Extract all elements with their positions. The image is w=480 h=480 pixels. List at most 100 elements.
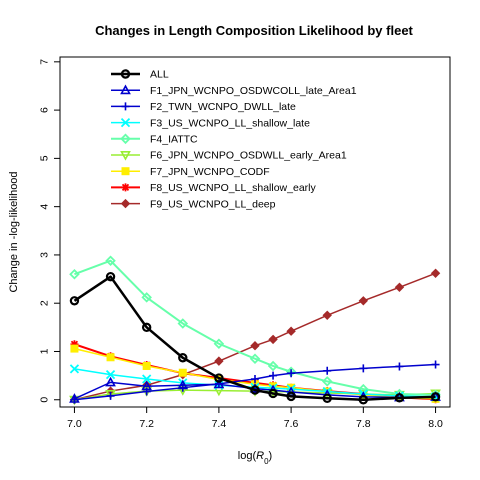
marker-shape bbox=[120, 198, 131, 209]
data-point bbox=[141, 292, 152, 303]
data-point bbox=[269, 371, 278, 380]
data-point bbox=[214, 373, 224, 383]
y-axis-label: Change in -log-likelihood bbox=[8, 171, 20, 292]
marker-shape bbox=[249, 353, 261, 364]
legend-marker bbox=[121, 167, 130, 176]
y-tick-label: 1 bbox=[39, 348, 51, 354]
data-point bbox=[322, 310, 332, 320]
series-line bbox=[74, 363, 436, 401]
data-point bbox=[286, 326, 296, 336]
marker-shape bbox=[121, 167, 130, 176]
x-tick-label: 8.0 bbox=[428, 418, 443, 430]
data-point bbox=[268, 388, 278, 399]
data-point bbox=[431, 360, 440, 369]
marker-shape bbox=[69, 364, 80, 374]
marker-shape bbox=[106, 353, 115, 362]
data-point bbox=[267, 360, 279, 372]
marker-shape bbox=[323, 366, 332, 375]
data-point bbox=[105, 271, 116, 282]
data-point bbox=[359, 364, 368, 373]
marker-shape bbox=[141, 380, 153, 391]
series-line bbox=[74, 347, 436, 400]
marker-shape bbox=[268, 388, 278, 399]
marker-shape bbox=[287, 369, 296, 378]
marker-shape bbox=[213, 378, 225, 389]
data-point bbox=[141, 380, 153, 391]
legend-item: F4_IATTC bbox=[111, 133, 198, 145]
data-point bbox=[105, 255, 116, 266]
legend-item: F9_US_WCNPO_LL_deep bbox=[111, 198, 276, 210]
legend-item: F3_US_WCNPO_LL_shallow_late bbox=[111, 117, 310, 129]
data-point bbox=[394, 393, 405, 403]
data-point bbox=[251, 375, 259, 383]
legend-label: F1_JPN_WCNPO_OSDWCOLL_late_Area1 bbox=[150, 85, 357, 97]
series-4 bbox=[69, 255, 441, 401]
plot-series bbox=[69, 255, 441, 406]
marker-shape bbox=[142, 361, 151, 370]
marker-shape bbox=[214, 356, 224, 366]
legend-marker bbox=[120, 133, 131, 145]
data-point bbox=[213, 378, 225, 389]
marker-shape bbox=[177, 318, 189, 329]
legend-item: F2_TWN_WCNPO_DWLL_late bbox=[111, 101, 296, 113]
legend-item: ALL bbox=[111, 69, 169, 81]
data-point bbox=[70, 340, 79, 349]
legend-item: F7_JPN_WCNPO_CODF bbox=[111, 166, 270, 178]
data-point bbox=[250, 385, 260, 395]
data-point bbox=[178, 353, 188, 363]
marker-shape bbox=[268, 334, 278, 345]
data-point bbox=[394, 282, 405, 292]
marker-shape bbox=[286, 391, 296, 402]
data-point bbox=[106, 353, 115, 362]
marker-shape bbox=[105, 376, 116, 387]
marker-shape bbox=[106, 391, 115, 400]
marker-shape bbox=[430, 268, 441, 278]
marker-shape bbox=[286, 326, 296, 336]
series-line bbox=[74, 381, 436, 400]
data-point bbox=[177, 318, 189, 329]
y-tick-label: 4 bbox=[39, 204, 51, 210]
marker-shape bbox=[105, 255, 116, 266]
marker-shape bbox=[358, 296, 369, 306]
legend-marker bbox=[121, 183, 130, 192]
data-point bbox=[322, 393, 332, 404]
data-point bbox=[105, 389, 116, 400]
marker-shape bbox=[430, 392, 441, 402]
y-tick-label: 0 bbox=[39, 397, 51, 403]
data-point bbox=[69, 393, 80, 403]
data-point bbox=[105, 370, 116, 380]
x-tick-label: 7.2 bbox=[139, 418, 154, 430]
legend-item: F1_JPN_WCNPO_OSDWCOLL_late_Area1 bbox=[111, 84, 357, 97]
x-tick-label: 7.0 bbox=[67, 418, 82, 430]
series-line bbox=[73, 275, 436, 402]
marker-shape bbox=[141, 292, 152, 303]
marker-shape bbox=[250, 385, 260, 395]
data-point bbox=[178, 368, 187, 377]
data-point bbox=[321, 376, 333, 387]
data-point bbox=[69, 364, 80, 374]
marker-shape bbox=[322, 310, 332, 320]
y-tick-label: 5 bbox=[39, 155, 51, 161]
x-axis: 7.0 7.2 7.4 7.6 7.8 8.0 bbox=[67, 407, 443, 430]
data-point bbox=[70, 344, 79, 353]
data-point bbox=[358, 296, 369, 306]
x-axis-label: log(R0) bbox=[238, 450, 272, 466]
marker-shape bbox=[70, 344, 79, 353]
legend-label: ALL bbox=[150, 69, 169, 81]
data-point bbox=[177, 379, 189, 390]
legend-label: F2_TWN_WCNPO_DWLL_late bbox=[150, 101, 296, 113]
legend-label: F8_US_WCNPO_LL_shallow_early bbox=[150, 182, 316, 194]
marker-shape bbox=[359, 364, 368, 373]
data-point bbox=[69, 296, 80, 306]
x-tick-label: 7.8 bbox=[356, 418, 371, 430]
marker-shape bbox=[69, 296, 80, 306]
y-axis: 0 1 2 3 4 5 6 7 bbox=[39, 59, 60, 403]
marker-shape bbox=[322, 393, 332, 404]
marker-shape bbox=[120, 117, 131, 128]
marker-shape bbox=[105, 271, 116, 282]
marker-shape bbox=[267, 360, 279, 372]
marker-shape bbox=[121, 183, 130, 192]
legend-item: F6_JPN_WCNPO_OSDWLL_early_Area1 bbox=[111, 150, 347, 162]
x-tick-label: 7.4 bbox=[212, 418, 227, 430]
